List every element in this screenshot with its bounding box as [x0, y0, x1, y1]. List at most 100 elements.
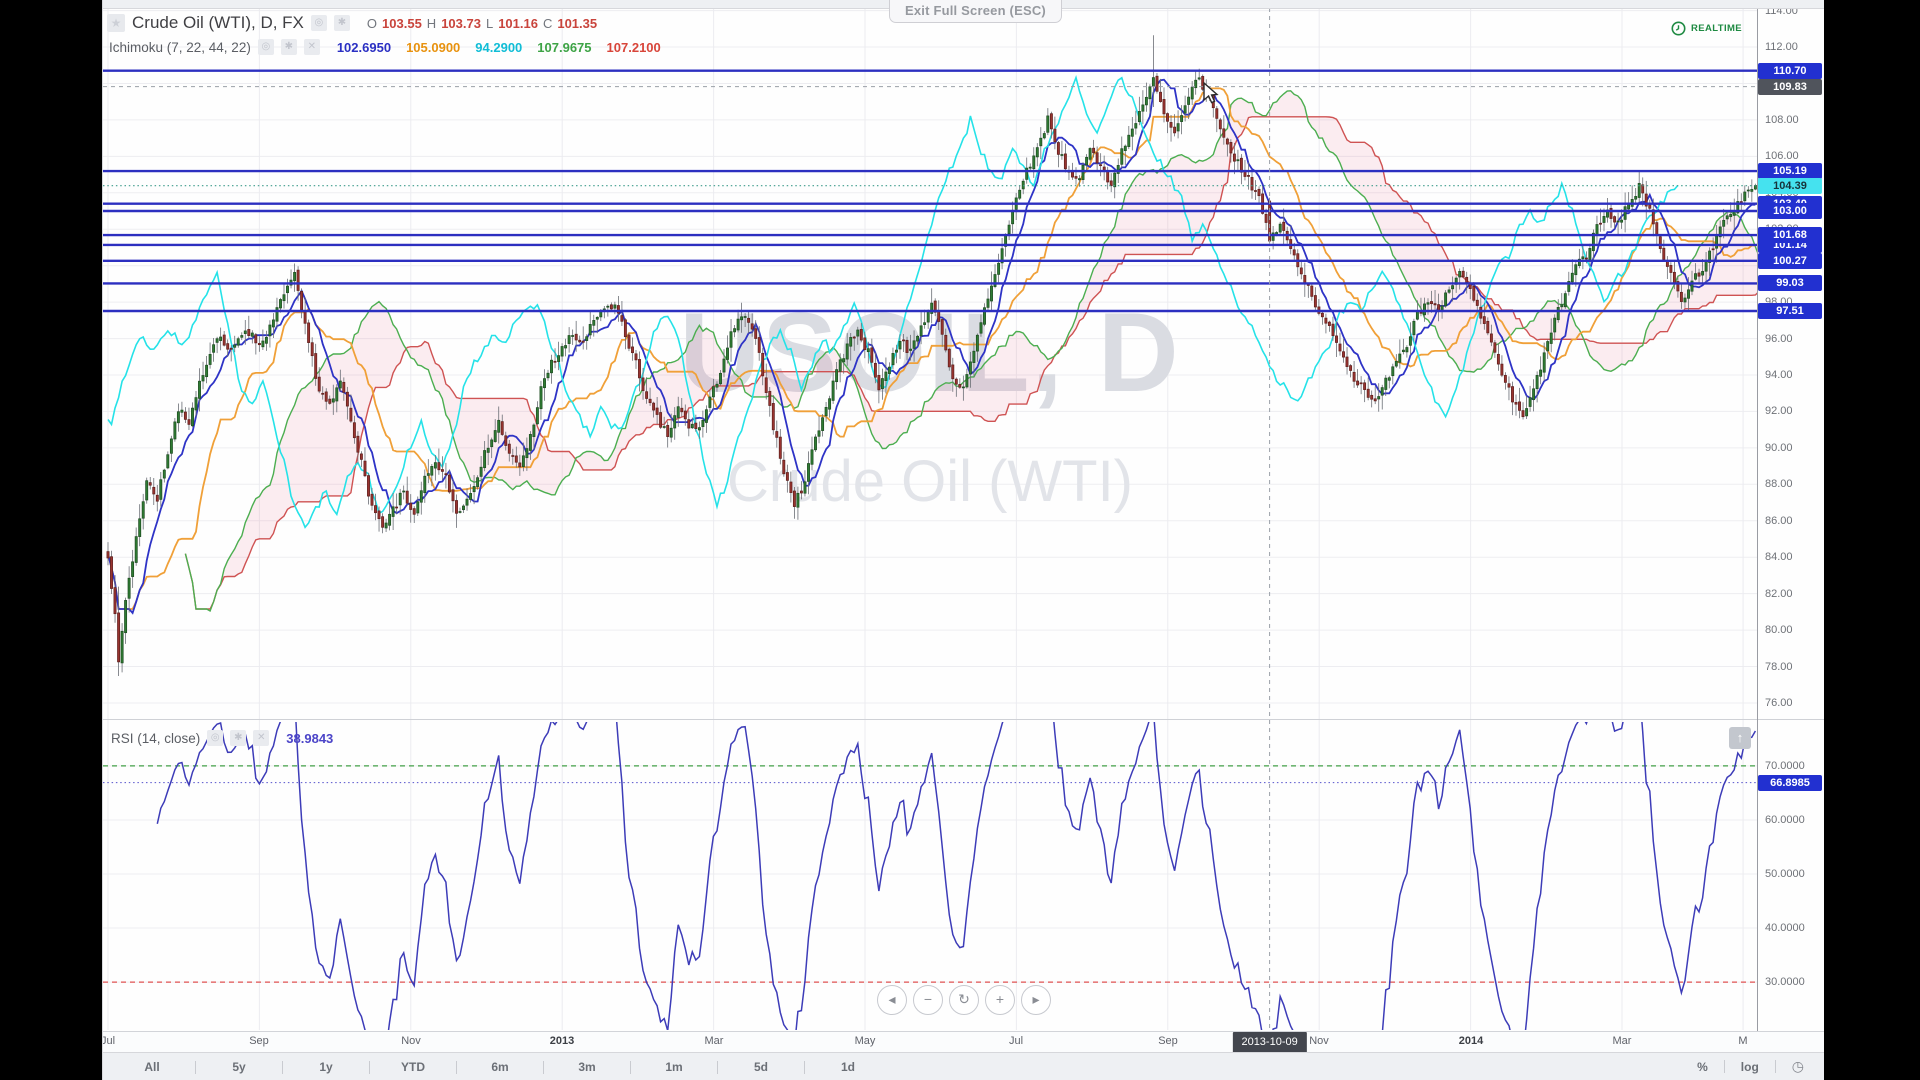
- rsi-pane: [156, 722, 1757, 1030]
- high-label: H: [426, 15, 437, 31]
- chart-nav-buttons: ◂ − ↻ + ▸: [877, 985, 1051, 1015]
- range-button-1m[interactable]: 1m: [665, 1060, 683, 1074]
- price-tick-label: 80.00: [1765, 624, 1793, 636]
- symbol-title: Crude Oil (WTI), D, FX: [132, 13, 304, 32]
- price-axis-badge: 104.39: [1758, 178, 1822, 194]
- time-tick-label: 2014: [1458, 1035, 1484, 1047]
- divider: [630, 1060, 631, 1074]
- eye-icon[interactable]: ◎: [310, 15, 327, 31]
- divider: [195, 1060, 196, 1074]
- log-scale-button[interactable]: log: [1740, 1059, 1759, 1074]
- range-button-1d[interactable]: 1d: [840, 1060, 855, 1074]
- low-label: L: [485, 15, 494, 31]
- rsi-value: 38.9843: [286, 730, 334, 746]
- ichimoku-conversion-line: [107, 78, 1756, 615]
- price-tick-label: 96.00: [1765, 333, 1793, 345]
- ichimoku-title: Ichimoku (7, 22, 44, 22): [109, 39, 251, 55]
- ichimoku-lead2-value: 107.2100: [606, 39, 661, 55]
- chart-plot-area[interactable]: [103, 0, 1824, 1080]
- price-axis-badge: 97.51: [1758, 303, 1822, 319]
- price-tick-label: 94.00: [1765, 369, 1793, 381]
- price-axis-badge: 109.83: [1758, 79, 1822, 95]
- next-button[interactable]: ▸: [1021, 985, 1051, 1015]
- ichimoku-conversion-value: 102.6950: [336, 39, 392, 55]
- symbol-header-row: ★ Crude Oil (WTI), D, FX ◎ ✱ O 103.55 H …: [107, 13, 597, 33]
- time-tick-label: 2013: [549, 1035, 575, 1047]
- rsi-title: RSI (14, close): [111, 730, 201, 746]
- crosshair-date-badge: 2013-10-09: [1232, 1032, 1307, 1053]
- realtime-label: REALTIME: [1691, 23, 1743, 34]
- time-tick-label: Mar: [704, 1035, 724, 1047]
- close-label: C: [542, 15, 553, 31]
- prev-button[interactable]: ◂: [877, 985, 907, 1015]
- close-icon[interactable]: ✕: [303, 39, 320, 55]
- price-axis-badge: 101.68: [1758, 227, 1822, 243]
- gear-icon[interactable]: ✱: [230, 730, 247, 746]
- grid-layer: [103, 8, 1757, 1030]
- price-tick-label: 108.00: [1765, 114, 1799, 126]
- rsi-axis-badge: 66.8985: [1758, 775, 1822, 791]
- range-button-3m[interactable]: 3m: [578, 1060, 596, 1074]
- divider: [1774, 1060, 1776, 1073]
- rsi-tick-label: 70.0000: [1765, 760, 1805, 772]
- scale-options: % log ◷: [1697, 1053, 1804, 1080]
- price-scale[interactable]: [1757, 8, 1824, 1031]
- price-tick-label: 82.00: [1765, 588, 1793, 600]
- range-button-6m[interactable]: 6m: [491, 1060, 509, 1074]
- range-button-1y[interactable]: 1y: [319, 1060, 333, 1074]
- price-tick-label: 92.00: [1765, 405, 1793, 417]
- range-button-5d[interactable]: 5d: [753, 1060, 768, 1074]
- ichimoku-base-value: 105.0900: [406, 39, 461, 55]
- rsi-tick-label: 50.0000: [1765, 868, 1805, 880]
- open-label: O: [366, 15, 378, 31]
- ichimoku-values: 102.6950 105.0900 94.2900 107.9675 107.2…: [337, 40, 661, 55]
- ichimoku-lagging-value: 94.2900: [475, 39, 523, 55]
- refresh-button[interactable]: ↻: [949, 985, 979, 1015]
- time-tick-label: Jul: [1008, 1035, 1024, 1047]
- rsi-header-row: RSI (14, close) ◎ ✱ ✕ 38.9843: [111, 730, 333, 746]
- price-axis-badge: 99.03: [1758, 275, 1822, 291]
- low-value: 101.16: [498, 15, 538, 31]
- close-value: 101.35: [557, 15, 598, 31]
- mouse-cursor: [1202, 81, 1223, 110]
- time-tick-label: Nov: [1309, 1035, 1329, 1047]
- favorite-star-icon[interactable]: ★: [107, 14, 125, 32]
- time-scale[interactable]: 2013-10-09 Jul Sep Nov 2013 Mar May Jul Sep Nov 2…: [103, 1031, 1824, 1053]
- tradingview-fullscreen-chart: Exit Full Screen (ESC) USOIL, D Crude Oi…: [102, 0, 1824, 1080]
- range-button-ytd[interactable]: YTD: [401, 1060, 425, 1074]
- high-value: 103.73: [441, 15, 481, 31]
- divider: [282, 1060, 283, 1074]
- exit-fullscreen-tooltip: Exit Full Screen (ESC): [889, 0, 1062, 23]
- rsi-tick-label: 30.0000: [1765, 976, 1805, 988]
- time-tick-label: Nov: [401, 1035, 421, 1047]
- divider: [804, 1060, 805, 1074]
- ichimoku-lead1-value: 107.9675: [537, 39, 592, 55]
- divider: [456, 1060, 457, 1074]
- price-tick-label: 76.00: [1765, 697, 1793, 709]
- ichimoku-lead2-line: [184, 116, 1757, 610]
- range-button-5y[interactable]: 5y: [232, 1060, 246, 1074]
- move-pane-up-button[interactable]: ↑: [1729, 727, 1751, 749]
- price-axis-badge: 105.19: [1758, 163, 1822, 179]
- indicator-header-row: Ichimoku (7, 22, 44, 22) ◎ ✱ ✕ 102.6950 …: [109, 39, 661, 55]
- zoom-out-button[interactable]: −: [913, 985, 943, 1015]
- clock-icon: [1671, 21, 1686, 36]
- price-tick-label: 90.00: [1765, 442, 1793, 454]
- open-value: 103.55: [382, 15, 422, 31]
- timezone-clock-icon[interactable]: ◷: [1791, 1058, 1804, 1074]
- zoom-in-button[interactable]: +: [985, 985, 1015, 1015]
- price-axis-badge: 103.00: [1758, 203, 1822, 219]
- gear-icon[interactable]: ✱: [333, 15, 350, 31]
- gear-icon[interactable]: ✱: [280, 39, 297, 55]
- eye-icon[interactable]: ◎: [257, 39, 274, 55]
- range-button-all[interactable]: All: [144, 1060, 160, 1074]
- price-tick-label: 112.00: [1765, 41, 1798, 53]
- eye-icon[interactable]: ◎: [207, 730, 224, 746]
- price-pane: [106, 35, 1757, 676]
- price-tick-label: 84.00: [1765, 551, 1793, 563]
- price-axis-badge: 100.27: [1758, 253, 1822, 269]
- time-tick-label: Sep: [249, 1035, 269, 1047]
- percent-scale-button[interactable]: %: [1697, 1059, 1708, 1074]
- divider: [717, 1060, 718, 1074]
- close-icon[interactable]: ✕: [253, 730, 270, 746]
